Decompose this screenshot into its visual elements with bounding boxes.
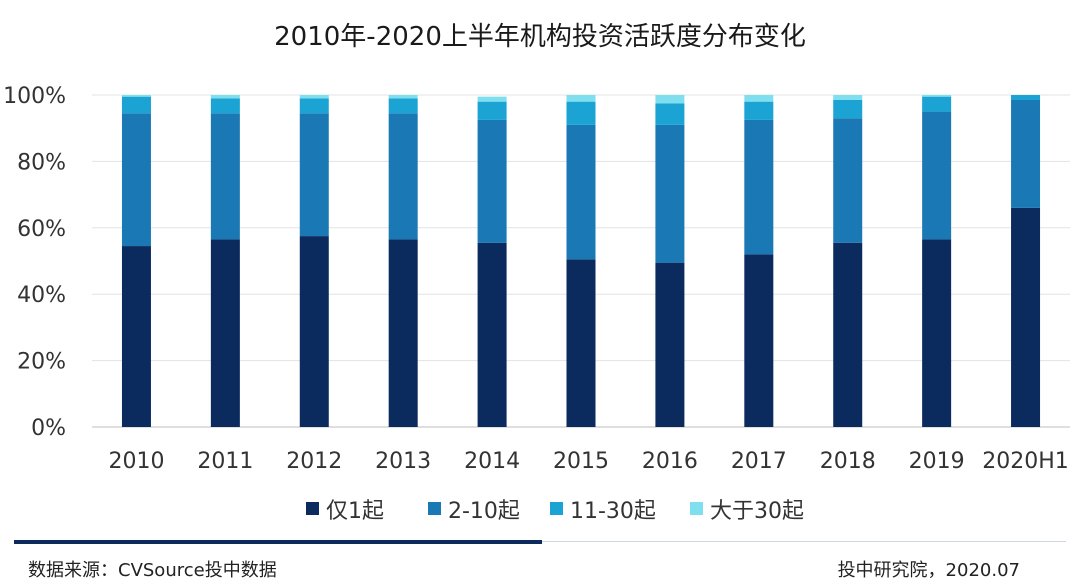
y-tick-label: 40% (17, 283, 66, 308)
bar-segment (477, 101, 507, 120)
bar-segment (121, 95, 151, 97)
bar-segment (566, 259, 596, 427)
bar-segment (566, 95, 596, 102)
legend-label: 2-10起 (448, 499, 520, 524)
legend-label: 仅1起 (326, 499, 384, 524)
bar-segment (744, 101, 774, 120)
bar-segment (922, 239, 952, 427)
x-tick-label: 2017 (731, 449, 787, 474)
bar-segment (388, 113, 418, 240)
bars (121, 95, 1041, 427)
bar-segment (744, 95, 774, 102)
chart-title: 2010年-2020上半年机构投资活跃度分布变化 (274, 22, 806, 52)
bar-segment (566, 101, 596, 125)
y-tick-label: 100% (3, 84, 66, 109)
y-axis: 0% 20% 40% 60% 80% 100% (3, 84, 66, 441)
bar-segment (299, 98, 329, 114)
y-tick-label: 0% (31, 416, 66, 441)
footer-divider-thin (542, 541, 1066, 542)
x-axis: 2010 2011 2012 2013 2014 2015 2016 2017 2018 2019… (108, 449, 1068, 474)
x-tick-label: 2019 (909, 449, 965, 474)
bar-segment (121, 113, 151, 247)
bar-segment (210, 239, 240, 427)
legend: 仅1起 2-10起 11-30起 大于30起 (306, 499, 804, 524)
bar-segment (655, 103, 685, 125)
legend-swatch (550, 502, 563, 515)
bar-segment (655, 124, 685, 263)
x-tick-label: 2014 (464, 449, 520, 474)
x-tick-label: 2013 (375, 449, 431, 474)
bar-segment (833, 242, 863, 427)
footer-divider (14, 540, 542, 544)
bar-segment (1011, 207, 1041, 427)
bar-segment (477, 119, 507, 243)
x-tick-label: 2015 (553, 449, 609, 474)
bar-segment (210, 95, 240, 99)
bar-segment (1011, 99, 1041, 208)
chart: 2010年-2020上半年机构投资活跃度分布变化 0% 20% 40% 60% 80% 1… (3, 22, 1070, 524)
legend-swatch (306, 502, 319, 515)
footer-credit: 投中研究院，2020.07 (837, 560, 1020, 581)
bar-segment (121, 246, 151, 427)
bar-segment (922, 96, 952, 112)
legend-label: 11-30起 (570, 499, 656, 524)
bar-segment (922, 95, 952, 97)
y-tick-label: 80% (17, 150, 66, 175)
bar-segment (388, 95, 418, 99)
bar-segment (1011, 95, 1041, 100)
bar-segment (655, 262, 685, 427)
bar-segment (833, 99, 863, 119)
bar-segment (922, 111, 952, 240)
y-tick-label: 60% (17, 217, 66, 242)
bar-segment (299, 236, 329, 427)
bar-segment (655, 95, 685, 104)
legend-swatch (428, 502, 441, 515)
bar-segment (388, 98, 418, 114)
bar-segment (744, 254, 774, 427)
y-tick-label: 20% (17, 350, 66, 375)
bar-segment (744, 119, 774, 255)
x-tick-label: 2016 (642, 449, 698, 474)
bar-segment (477, 96, 507, 102)
bar-segment (477, 242, 507, 427)
bar-segment (833, 118, 863, 243)
bar-segment (299, 95, 329, 99)
legend-swatch (690, 502, 703, 515)
x-tick-label: 2012 (286, 449, 342, 474)
x-tick-label: 2011 (197, 449, 253, 474)
bar-segment (121, 96, 151, 114)
footer-source: 数据来源：CVSource投中数据 (28, 560, 277, 581)
legend-label: 大于30起 (710, 499, 804, 524)
bar-segment (388, 239, 418, 427)
bar-segment (210, 98, 240, 114)
bar-segment (299, 113, 329, 237)
bar-segment (566, 124, 596, 260)
x-tick-label: 2010 (108, 449, 164, 474)
x-tick-label: 2018 (820, 449, 876, 474)
x-tick-label: 2020H1 (982, 449, 1069, 474)
bar-segment (833, 95, 863, 100)
bar-segment (210, 113, 240, 240)
